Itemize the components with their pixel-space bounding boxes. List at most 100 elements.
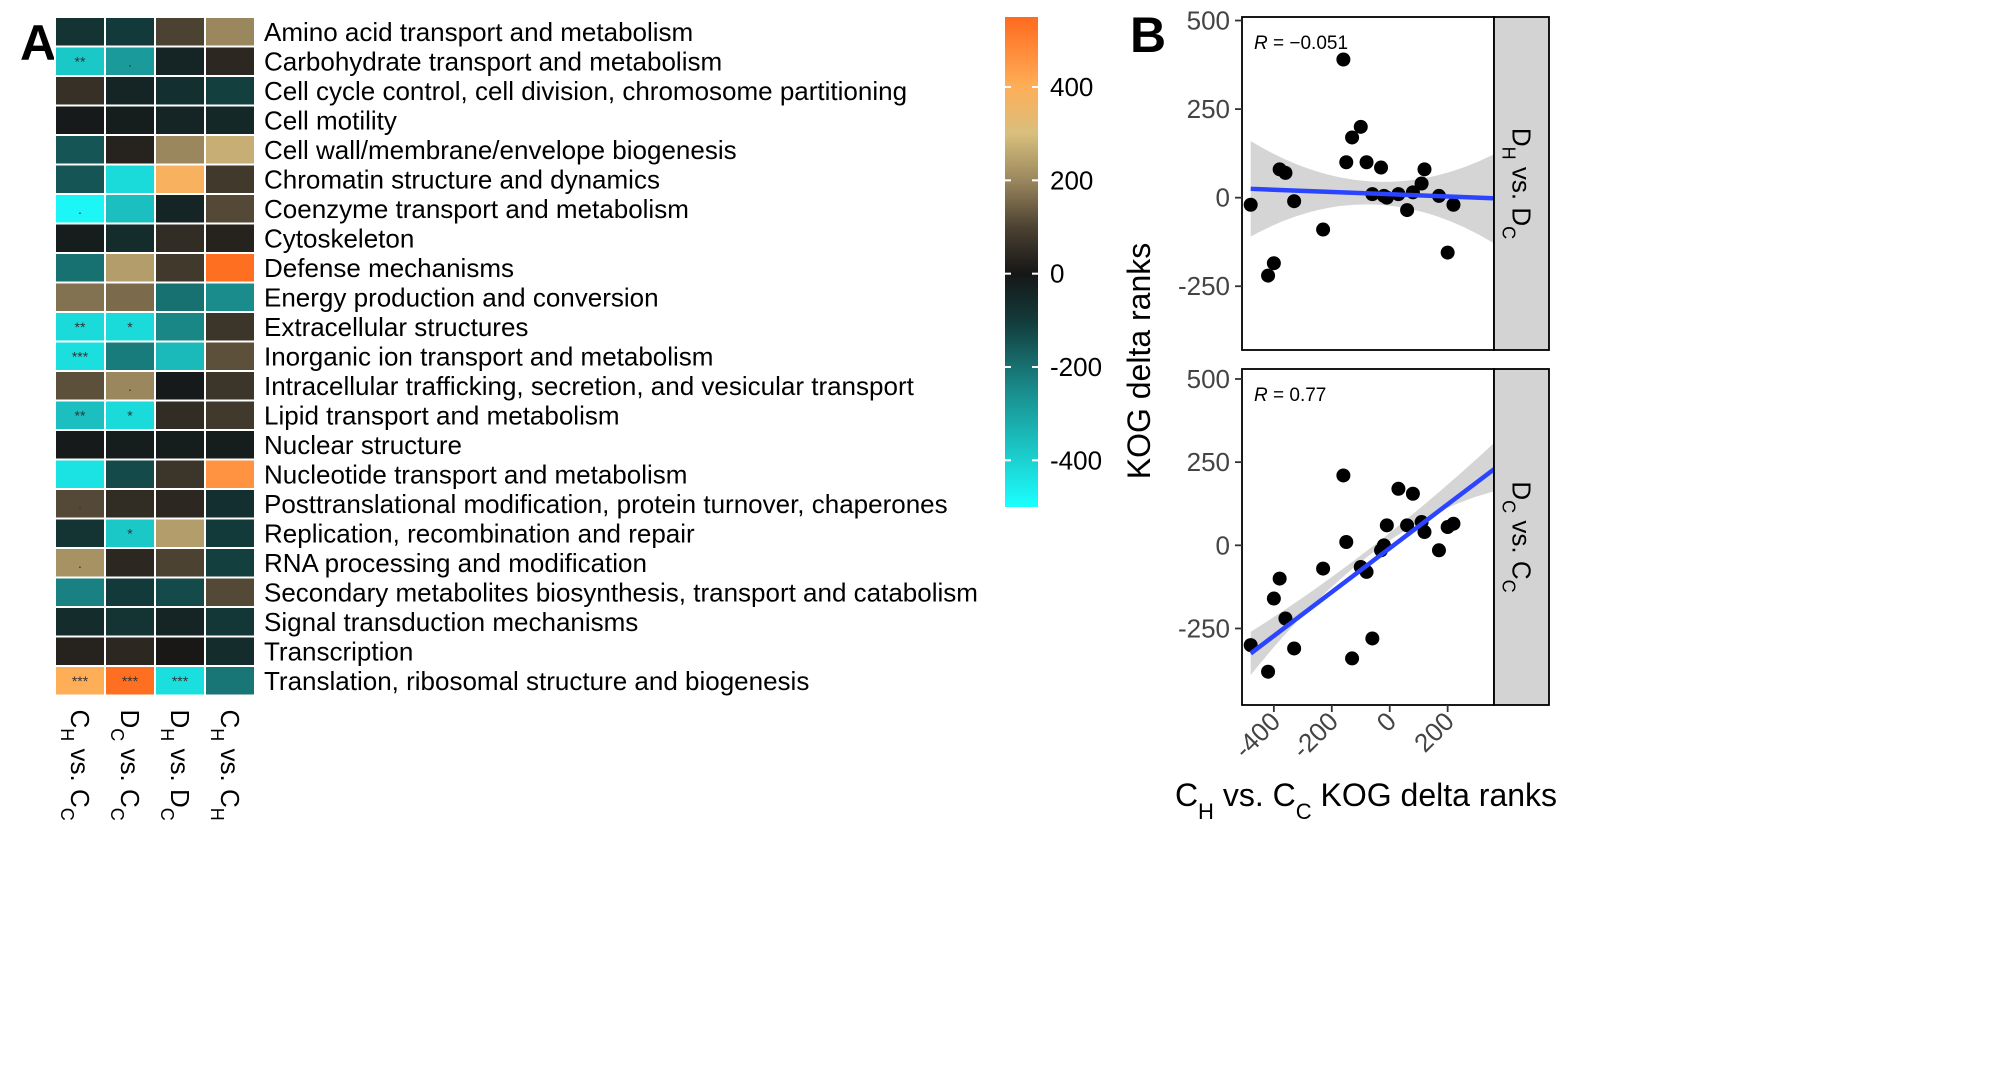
heatmap-cell [154,488,206,520]
data-point [1400,203,1415,218]
significance-label: *** [122,673,139,689]
x-tick-label: 200 [1408,706,1460,758]
label-part: C [65,710,95,729]
label-part: vs. [1507,513,1537,561]
label-part: D [165,710,195,729]
y-tick-label: 0 [1216,530,1230,560]
row-label: Cell cycle control, cell division, chrom… [264,76,907,106]
heatmap-cell [54,16,106,48]
colorbar-tick-label: 0 [1050,259,1064,289]
heatmap-cell [204,163,256,195]
heatmap-cell [104,429,156,461]
row-label: Extracellular structures [264,312,528,342]
data-point [1339,534,1354,549]
subscript: C [107,808,127,821]
heatmap-cell [204,517,256,549]
label-part: C [1507,561,1537,580]
label-part: C [1175,777,1198,813]
heatmap-cell [154,370,206,402]
data-point [1261,268,1276,283]
data-point [1400,518,1415,533]
data-point [1336,468,1351,483]
x-axis-title: CH vs. CC KOG delta ranks [1175,777,1557,824]
heatmap-cell [204,488,256,520]
significance-label: ** [75,407,86,423]
heatmap-cell [54,576,106,608]
heatmap-cell [104,281,156,313]
subscript: C [57,808,77,821]
row-label: Replication, recombination and repair [264,518,695,548]
heatmap-cell [154,399,206,431]
panel-label-a: A [20,15,56,71]
subscript: H [207,808,227,821]
correlation-value: = −0.051 [1268,33,1348,54]
label-part: C [1273,777,1296,813]
heatmap-cell [104,576,156,608]
heatmap-cell [54,458,106,490]
heatmap-cell [204,45,256,77]
subscript: H [157,728,177,741]
column-label: DC vs. CC [107,710,145,821]
heatmap-cell [204,370,256,402]
heatmap-cell [154,340,206,372]
heatmap-cell [54,635,106,667]
heatmap-cell [204,340,256,372]
heatmap-cell [154,517,206,549]
heatmap-cell [104,340,156,372]
heatmap-cell [204,252,256,284]
data-point [1391,481,1406,496]
y-tick-label: -250 [1178,271,1230,301]
significance-label: * [127,407,133,423]
row-label: Cell wall/membrane/envelope biogenesis [264,135,737,165]
heatmap-cell [154,193,206,225]
regression-line [1250,186,1506,201]
data-point [1417,525,1432,540]
correlation-label: R = −0.051 [1254,33,1348,54]
significance-label: *** [72,348,89,364]
label-part: vs. [1214,777,1273,813]
heatmap-cell [54,399,106,431]
data-point [1374,160,1389,175]
heatmap-cell [54,517,106,549]
heatmap-cell [54,222,106,254]
data-point [1446,516,1461,531]
row-label: Carbohydrate transport and metabolism [264,46,722,76]
data-point [1339,155,1354,170]
confidence-band [1250,432,1506,676]
label-part: C [65,789,95,808]
data-point [1266,256,1281,271]
label-part: vs. [65,741,95,789]
panel-label-b: B [1130,7,1166,63]
heatmap-cell [104,16,156,48]
colorbar-tick-label: -400 [1050,445,1102,475]
subscript: C [157,808,177,821]
heatmap-cell [204,606,256,638]
data-point [1316,561,1331,576]
label-part: D [1507,481,1537,500]
heatmap-grid: ** ..** ****.** *.*.*** *** *** [54,16,256,697]
heatmap-cell [104,104,156,136]
label-part: KOG delta ranks [1312,777,1557,813]
data-point [1359,155,1374,170]
label-part: vs. [115,741,145,789]
x-tick-label: 0 [1371,706,1402,737]
heatmap-cell [204,193,256,225]
data-point [1431,543,1446,558]
heatmap-cell [204,576,256,608]
row-label: Posttranslational modification, protein … [264,489,948,519]
heatmap-cell [154,547,206,579]
y-tick-label: 250 [1187,447,1230,477]
heatmap-cell [154,75,206,107]
heatmap-cell [204,429,256,461]
heatmap-cell [204,547,256,579]
row-label: Coenzyme transport and metabolism [264,194,689,224]
colorbar-bar [1005,17,1038,507]
heatmap-cell [54,429,106,461]
label-part: C [215,710,245,729]
row-label: Signal transduction mechanisms [264,607,638,637]
significance-label: . [78,555,82,571]
heatmap-cell [104,163,156,195]
y-tick-label: 250 [1187,94,1230,124]
